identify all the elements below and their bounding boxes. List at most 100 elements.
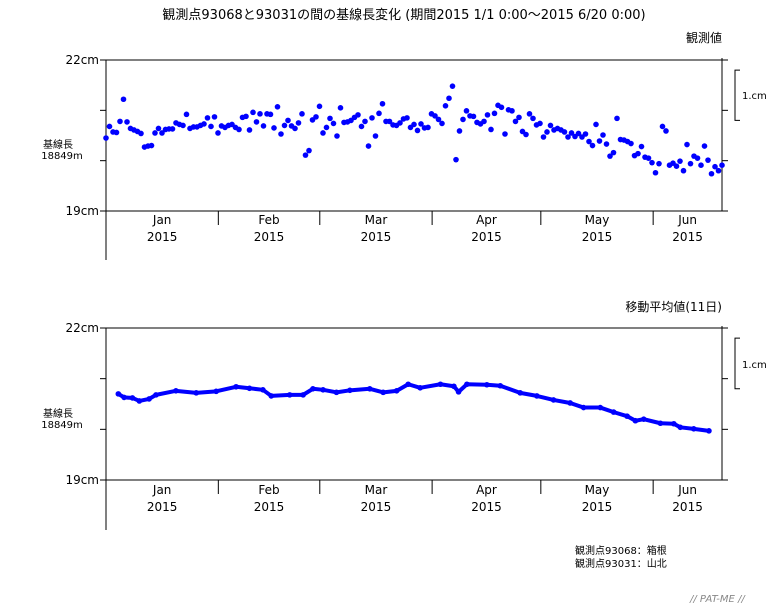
year-label: 2015 <box>254 500 285 514</box>
month-label: May <box>585 213 610 227</box>
data-point <box>589 142 596 149</box>
data-point <box>624 413 630 419</box>
data-point <box>236 126 242 133</box>
data-point <box>358 123 365 130</box>
data-point <box>330 120 337 127</box>
panel-title: 観測値 <box>686 30 722 45</box>
data-point <box>201 121 207 127</box>
ytick-bottom-label: 19cm <box>65 204 99 218</box>
observed-panel: 観測値 22cm 19cm 基線長 18849m 1.cm Jan 2015 Feb… <box>41 30 767 260</box>
year-label: 2015 <box>471 230 502 244</box>
month-label: Jun <box>677 213 697 227</box>
data-point <box>673 163 680 170</box>
data-point <box>347 387 353 394</box>
year-label: 2015 <box>471 500 502 514</box>
data-point <box>603 141 610 147</box>
month-label: May <box>585 483 610 497</box>
year-label: 2015 <box>672 500 703 514</box>
ylabel-sub: 18849m <box>41 151 83 162</box>
data-point <box>437 381 444 388</box>
scale-bracket <box>734 69 740 121</box>
data-point <box>516 114 522 121</box>
data-point <box>103 135 109 141</box>
data-point <box>652 169 659 176</box>
data-point <box>561 129 568 135</box>
data-point <box>369 115 375 121</box>
data-point <box>180 122 186 129</box>
data-point <box>124 119 130 125</box>
data-point <box>204 115 211 121</box>
data-point <box>380 389 387 396</box>
data-point <box>233 383 239 390</box>
data-point <box>446 95 452 102</box>
data-point <box>701 143 708 149</box>
data-point <box>491 110 498 117</box>
data-point <box>327 115 333 122</box>
data-point <box>534 393 540 399</box>
data-point <box>453 156 459 163</box>
data-point <box>498 104 505 111</box>
data-point <box>136 398 143 404</box>
data-point <box>632 417 639 424</box>
data-point <box>677 158 683 164</box>
data-point <box>152 130 158 136</box>
data-point <box>509 108 515 114</box>
data-point <box>708 170 715 177</box>
data-point <box>274 104 281 110</box>
data-point <box>488 126 494 133</box>
month-label: Jan <box>152 213 172 227</box>
data-point <box>362 118 368 125</box>
data-point <box>260 387 266 393</box>
data-point <box>575 130 582 137</box>
data-point <box>366 386 373 392</box>
data-point <box>393 388 400 394</box>
data-point <box>614 115 620 122</box>
month-label: Jun <box>677 483 697 497</box>
data-point <box>645 155 652 161</box>
month-label: Apr <box>476 483 497 497</box>
data-point <box>148 142 155 149</box>
data-point <box>712 163 718 170</box>
data-point <box>455 389 462 395</box>
data-point <box>649 159 655 166</box>
data-point <box>302 152 309 158</box>
data-point <box>313 114 319 120</box>
data-point <box>635 150 641 157</box>
data-point <box>397 120 403 126</box>
data-point <box>659 123 666 130</box>
year-label: 2015 <box>582 230 613 244</box>
data-point <box>698 162 704 168</box>
data-point <box>512 118 519 125</box>
data-point <box>684 141 690 148</box>
scale-bracket <box>734 337 740 390</box>
legend-station-1: 観測点93068：箱根 <box>575 544 667 557</box>
data-point <box>267 111 274 118</box>
data-point <box>310 386 316 392</box>
data-point <box>694 155 701 161</box>
ytick-bottom-label: 19cm <box>65 473 99 487</box>
year-label: 2015 <box>672 230 703 244</box>
data-point <box>719 162 725 168</box>
month-label: Mar <box>365 483 388 497</box>
data-point <box>456 128 463 134</box>
data-point <box>526 111 533 117</box>
year-label: 2015 <box>361 230 392 244</box>
ylabel: 基線長 <box>43 407 73 420</box>
data-point <box>640 416 647 423</box>
data-point <box>379 100 386 107</box>
data-point <box>638 143 645 150</box>
data-point <box>355 112 361 118</box>
data-point <box>260 123 267 129</box>
data-point <box>530 115 536 122</box>
data-point <box>250 109 256 116</box>
data-point <box>115 391 122 397</box>
ytick-top-label: 22cm <box>65 321 99 335</box>
data-point <box>418 121 424 127</box>
scale-label: 1.cm <box>742 91 767 102</box>
scale-label: 1.cm <box>742 360 767 371</box>
data-point <box>414 127 421 134</box>
data-point <box>523 131 529 138</box>
data-point <box>246 127 253 133</box>
data-point <box>320 130 326 136</box>
